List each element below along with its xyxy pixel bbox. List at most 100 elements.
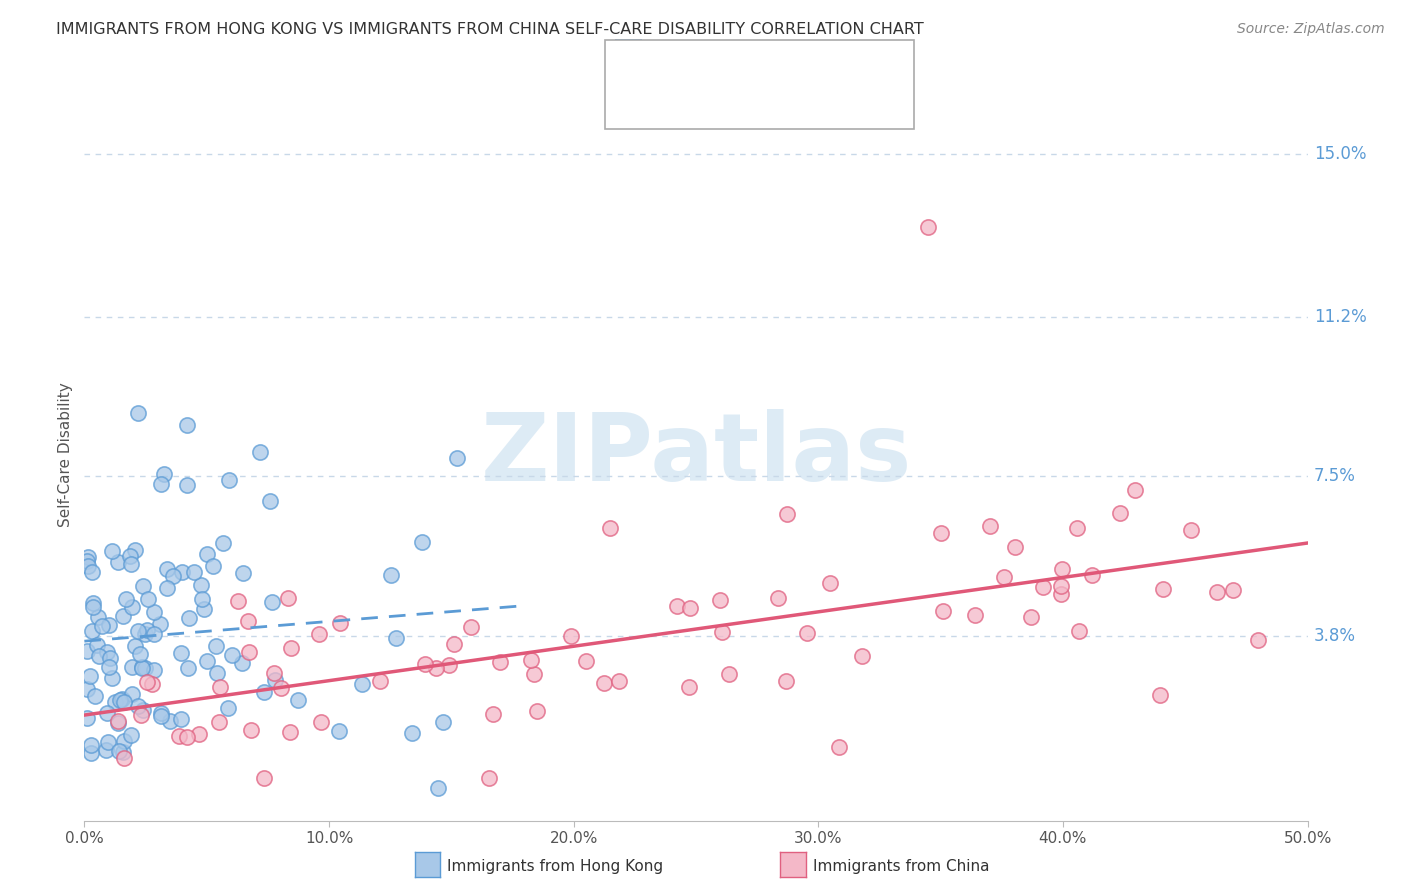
Point — [209, 680, 232, 694]
Point — [851, 648, 873, 663]
Point — [796, 626, 818, 640]
Point — [446, 450, 468, 465]
Point — [208, 715, 231, 730]
Point — [201, 559, 224, 574]
Point — [1004, 541, 1026, 555]
Point — [76, 711, 98, 725]
Point — [120, 728, 142, 742]
Text: 11.2%: 11.2% — [1313, 309, 1367, 326]
Point — [253, 771, 276, 785]
Point — [678, 680, 700, 694]
Point — [221, 648, 243, 662]
Point — [80, 738, 103, 752]
Point — [205, 666, 228, 681]
Point — [263, 666, 285, 681]
Point — [159, 714, 181, 728]
Point — [90, 619, 112, 633]
Point — [156, 562, 179, 576]
Point — [963, 608, 986, 623]
Point — [607, 673, 630, 688]
Text: 15.0%: 15.0% — [1313, 145, 1367, 162]
Point — [478, 771, 501, 785]
Point — [143, 663, 166, 677]
Point — [153, 467, 176, 481]
Text: Immigrants from Hong Kong: Immigrants from Hong Kong — [447, 859, 664, 873]
Point — [107, 715, 129, 730]
Point — [368, 673, 391, 688]
Point — [143, 627, 166, 641]
Point — [411, 535, 433, 549]
Point — [350, 677, 373, 691]
Point — [118, 549, 141, 563]
Point — [82, 596, 104, 610]
Point — [678, 600, 700, 615]
Point — [190, 578, 212, 592]
Point — [134, 660, 156, 674]
Point — [79, 669, 101, 683]
Point — [205, 639, 228, 653]
Point — [329, 616, 352, 631]
Point — [129, 708, 152, 723]
Point — [328, 724, 350, 739]
Point — [87, 649, 110, 664]
Point — [101, 543, 124, 558]
Text: R = 0.352  N =  76: R = 0.352 N = 76 — [651, 90, 808, 108]
Point — [136, 592, 159, 607]
Point — [526, 704, 548, 718]
Point — [112, 745, 135, 759]
Point — [108, 692, 131, 706]
Point — [150, 476, 173, 491]
Point — [437, 658, 460, 673]
Point — [177, 611, 200, 625]
Point — [1222, 583, 1244, 598]
Point — [76, 681, 98, 696]
Point — [136, 674, 159, 689]
Point — [167, 730, 190, 744]
Point — [170, 712, 193, 726]
Point — [129, 647, 152, 661]
Point — [124, 639, 146, 653]
Point — [575, 654, 598, 668]
Point — [401, 725, 423, 739]
Point — [195, 654, 218, 668]
Point — [1247, 633, 1270, 648]
Point — [993, 569, 1015, 583]
Point — [131, 660, 153, 674]
Point — [599, 521, 621, 535]
Point — [121, 599, 143, 614]
Point — [929, 525, 952, 540]
Point — [114, 695, 136, 709]
Point — [1123, 483, 1146, 498]
Point — [121, 687, 143, 701]
Point — [249, 444, 271, 458]
Point — [427, 780, 450, 795]
Point — [100, 671, 122, 685]
Point — [176, 418, 198, 433]
Point — [107, 556, 129, 570]
Point — [239, 723, 262, 737]
Point — [108, 744, 131, 758]
Point — [80, 624, 103, 638]
Point — [76, 644, 98, 658]
Point — [132, 703, 155, 717]
Text: 7.5%: 7.5% — [1313, 467, 1355, 485]
Point — [142, 605, 165, 619]
Point — [1050, 587, 1073, 601]
Point — [709, 592, 731, 607]
Point — [523, 667, 546, 681]
Point — [1152, 582, 1174, 597]
Point — [308, 626, 330, 640]
Point — [236, 614, 259, 628]
Point — [270, 681, 292, 695]
Point — [264, 673, 287, 687]
Point — [111, 692, 134, 706]
Point — [96, 706, 118, 721]
Point — [1066, 521, 1088, 535]
Point — [776, 507, 799, 521]
Point — [560, 629, 582, 643]
Point — [150, 709, 173, 723]
Point — [84, 689, 107, 703]
Point — [131, 661, 153, 675]
Text: 3.8%: 3.8% — [1313, 626, 1355, 645]
Point — [114, 592, 136, 607]
